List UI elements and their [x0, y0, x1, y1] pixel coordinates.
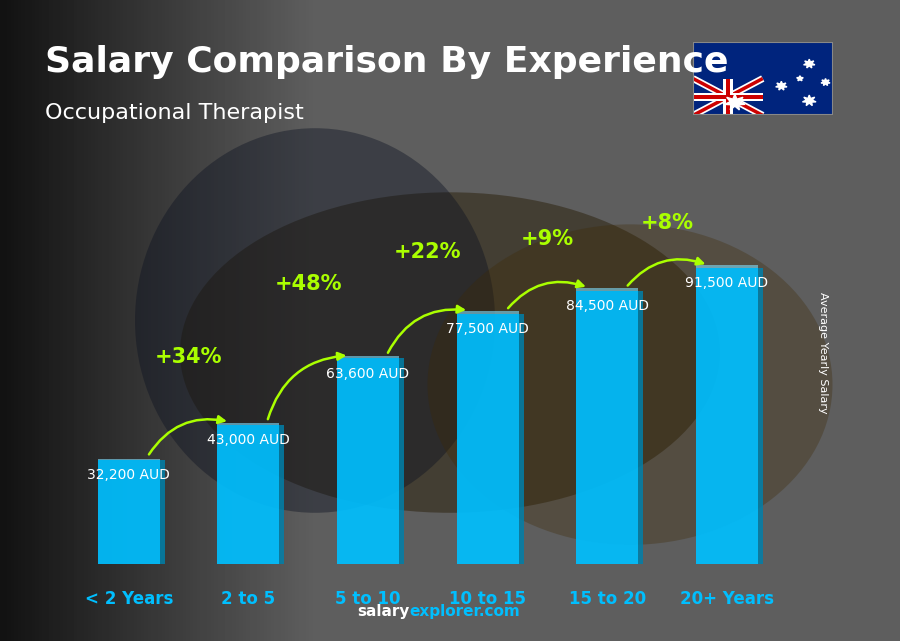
Text: 10 to 15: 10 to 15 — [449, 590, 526, 608]
Text: +22%: +22% — [394, 242, 462, 262]
Bar — [98, 459, 160, 460]
Polygon shape — [724, 94, 745, 110]
Bar — [638, 291, 644, 564]
Bar — [160, 460, 165, 564]
Text: explorer.com: explorer.com — [410, 604, 520, 619]
Bar — [725, 79, 730, 115]
Polygon shape — [821, 79, 830, 85]
Bar — [724, 79, 733, 115]
Bar — [98, 460, 160, 564]
Bar — [693, 94, 763, 101]
Bar — [576, 288, 638, 291]
Text: 20+ Years: 20+ Years — [680, 590, 774, 608]
Bar — [217, 424, 280, 425]
Bar — [696, 269, 758, 564]
Bar — [337, 358, 399, 564]
Bar — [456, 310, 518, 313]
Text: +8%: +8% — [641, 213, 694, 233]
Polygon shape — [796, 76, 804, 81]
Ellipse shape — [428, 224, 832, 545]
Bar — [280, 425, 284, 564]
Text: 5 to 10: 5 to 10 — [336, 590, 400, 608]
Text: 84,500 AUD: 84,500 AUD — [566, 299, 649, 313]
Text: salary: salary — [357, 604, 410, 619]
Bar — [576, 291, 638, 564]
Text: 32,200 AUD: 32,200 AUD — [87, 468, 170, 482]
Text: +48%: +48% — [274, 274, 342, 294]
Text: 43,000 AUD: 43,000 AUD — [207, 433, 290, 447]
Polygon shape — [804, 59, 814, 68]
Bar — [337, 356, 399, 358]
Bar — [217, 425, 280, 564]
Polygon shape — [803, 95, 816, 106]
Bar — [758, 269, 763, 564]
Polygon shape — [776, 81, 787, 90]
Text: 91,500 AUD: 91,500 AUD — [685, 276, 769, 290]
Text: 77,500 AUD: 77,500 AUD — [446, 322, 529, 336]
Text: +34%: +34% — [155, 347, 222, 367]
Text: Occupational Therapist: Occupational Therapist — [45, 103, 304, 122]
Ellipse shape — [135, 128, 495, 513]
Text: Average Yearly Salary: Average Yearly Salary — [818, 292, 829, 413]
Text: 2 to 5: 2 to 5 — [221, 590, 275, 608]
Bar — [518, 313, 524, 564]
Bar — [456, 313, 518, 564]
Bar — [696, 265, 758, 269]
Bar — [693, 95, 763, 99]
Text: 63,600 AUD: 63,600 AUD — [327, 367, 410, 381]
Text: 15 to 20: 15 to 20 — [569, 590, 646, 608]
Text: < 2 Years: < 2 Years — [85, 590, 173, 608]
Text: Salary Comparison By Experience: Salary Comparison By Experience — [45, 45, 728, 79]
Ellipse shape — [180, 192, 720, 513]
Text: +9%: +9% — [521, 229, 574, 249]
Bar — [399, 358, 404, 564]
